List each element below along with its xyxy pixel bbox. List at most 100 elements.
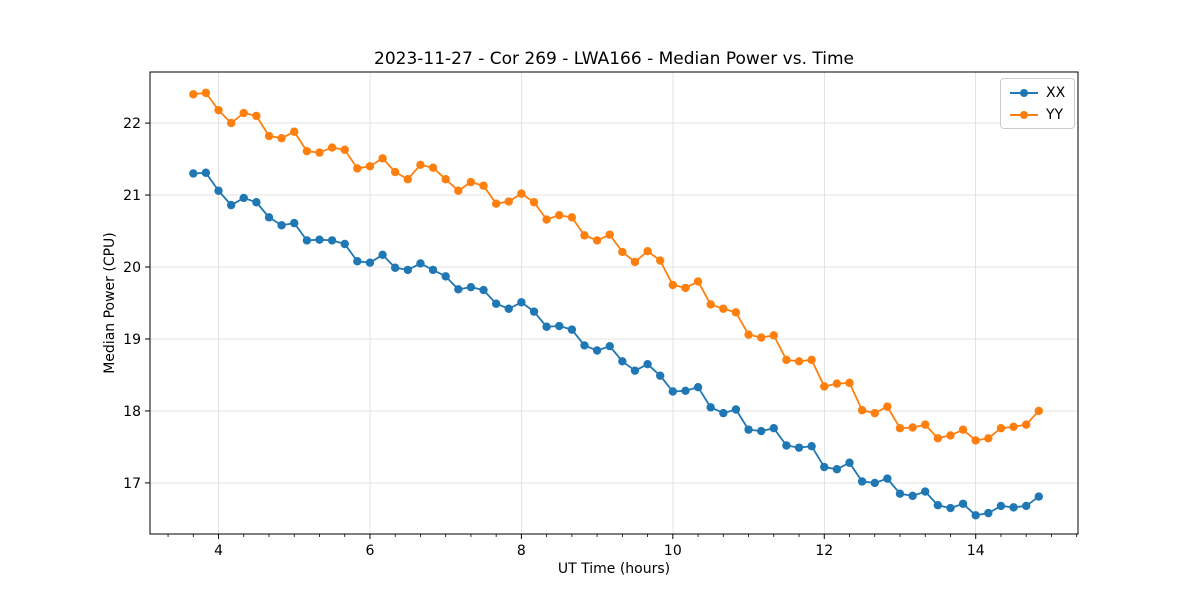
series-YY-point bbox=[365, 162, 375, 171]
series-YY-point bbox=[555, 211, 564, 220]
series-YY-point bbox=[302, 146, 312, 156]
series-XX-point bbox=[555, 321, 564, 331]
series-YY-point bbox=[264, 131, 274, 141]
series-XX-point bbox=[416, 259, 425, 268]
series-XX-point bbox=[378, 250, 387, 259]
series-YY-point bbox=[757, 333, 766, 342]
series-YY-point bbox=[189, 90, 198, 99]
series-XX-point bbox=[946, 503, 955, 513]
series-XX-point bbox=[315, 235, 324, 244]
series-YY-point bbox=[466, 177, 476, 187]
series-YY-point bbox=[315, 148, 324, 157]
series-YY-point bbox=[1022, 420, 1031, 429]
series-YY-point bbox=[504, 197, 513, 206]
series-XX-point bbox=[769, 424, 778, 433]
chart-title: 2023-11-27 - Cor 269 - LWA166 - Median P… bbox=[374, 49, 854, 69]
series-XX-point bbox=[592, 346, 602, 355]
series-XX-point bbox=[189, 169, 198, 178]
series-YY-point bbox=[845, 378, 854, 388]
series-XX-point bbox=[693, 383, 703, 392]
series-XX-point bbox=[655, 371, 665, 380]
series-XX-point bbox=[302, 236, 312, 245]
series-YY-point bbox=[290, 127, 299, 136]
legend-marker-yy-icon bbox=[1010, 110, 1038, 120]
series-XX-point bbox=[895, 489, 905, 498]
series-XX-point bbox=[744, 425, 753, 434]
series-YY-point bbox=[908, 423, 917, 432]
x-tick-label: 14 bbox=[967, 543, 985, 559]
series-YY-point bbox=[655, 256, 665, 265]
series-XX-point bbox=[542, 322, 551, 331]
series-YY-point bbox=[618, 247, 627, 257]
series-YY-point bbox=[1034, 406, 1043, 416]
series-YY-point bbox=[921, 420, 930, 429]
series-XX-point bbox=[757, 426, 766, 436]
series-YY-point bbox=[416, 160, 425, 170]
legend-marker-xx-icon bbox=[1010, 88, 1038, 98]
series-XX-point bbox=[290, 218, 299, 228]
series-YY-point bbox=[744, 330, 753, 339]
series-XX-point bbox=[517, 298, 526, 307]
series-XX-point bbox=[441, 272, 450, 281]
axes-frame bbox=[149, 71, 1079, 535]
series-YY-point bbox=[958, 425, 968, 434]
series-XX-point bbox=[668, 387, 678, 396]
legend-label-yy: YY bbox=[1046, 106, 1064, 123]
series-XX-point bbox=[1022, 501, 1031, 511]
series-YY-point bbox=[517, 189, 526, 198]
series-YY-point bbox=[529, 198, 539, 207]
series-XX-point bbox=[277, 221, 286, 230]
x-axis-label: UT Time (hours) bbox=[557, 561, 671, 577]
legend-item-xx: XX bbox=[1010, 84, 1065, 101]
series-XX-point bbox=[479, 285, 488, 295]
series-YY-point bbox=[201, 88, 211, 98]
series-XX-point bbox=[353, 257, 362, 266]
series-YY-point bbox=[567, 213, 577, 222]
series-YY-point bbox=[592, 236, 602, 245]
series-XX-point bbox=[466, 282, 476, 292]
y-tick-label: 22 bbox=[123, 116, 141, 132]
series-XX-point bbox=[883, 474, 892, 483]
series-XX-point bbox=[403, 265, 413, 275]
series-XX-point bbox=[681, 386, 690, 395]
series-XX-point bbox=[365, 258, 375, 267]
series-XX-point bbox=[794, 443, 804, 452]
series-XX-point bbox=[529, 307, 539, 316]
series-XX-point bbox=[996, 501, 1006, 511]
series-XX-point bbox=[958, 499, 968, 508]
legend-item-yy: YY bbox=[1010, 106, 1065, 123]
series-YY-point bbox=[769, 331, 778, 340]
series-XX-point bbox=[870, 478, 879, 488]
series-YY-point bbox=[441, 175, 450, 184]
y-tick-label: 20 bbox=[123, 260, 141, 276]
series-YY-point bbox=[693, 277, 703, 286]
series-XX-point bbox=[719, 408, 728, 418]
series-YY-point bbox=[984, 434, 993, 443]
series-YY-point bbox=[403, 175, 413, 184]
x-tick-label: 6 bbox=[365, 543, 374, 559]
series-YY-point bbox=[454, 186, 463, 195]
series-YY-point bbox=[353, 164, 362, 173]
series-YY-point bbox=[1009, 422, 1018, 431]
series-XX-point bbox=[567, 325, 577, 334]
legend: XX YY bbox=[1000, 78, 1076, 129]
series-YY-point bbox=[214, 105, 223, 115]
y-tick-label: 19 bbox=[123, 332, 141, 348]
series-XX-point bbox=[1009, 503, 1018, 512]
series-XX-point bbox=[845, 458, 854, 467]
series-YY-point bbox=[719, 304, 728, 313]
series-XX-point bbox=[239, 193, 248, 203]
series-YY-point bbox=[883, 402, 892, 411]
series-YY-point bbox=[807, 355, 816, 365]
series-YY-point bbox=[946, 431, 955, 440]
series-XX-point bbox=[820, 462, 829, 472]
series-YY-point bbox=[542, 215, 551, 224]
series-YY-point bbox=[971, 436, 980, 445]
series-YY-point bbox=[340, 145, 349, 154]
series-YY-point bbox=[252, 111, 261, 121]
series-YY-point bbox=[428, 163, 438, 172]
series-YY-point bbox=[668, 280, 678, 290]
series-YY-point bbox=[479, 181, 488, 190]
